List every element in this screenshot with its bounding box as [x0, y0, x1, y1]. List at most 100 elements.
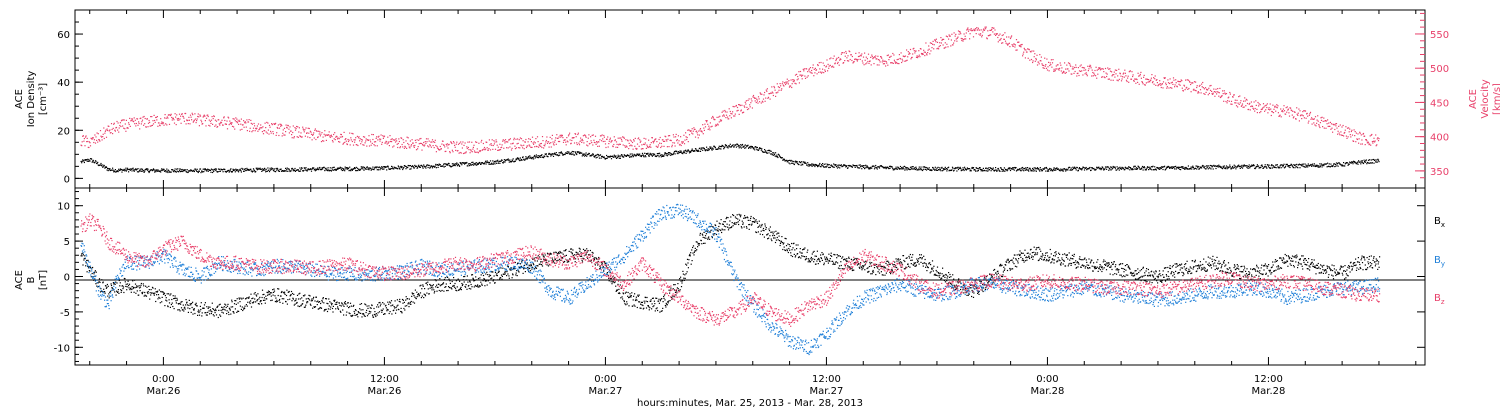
velocity-series-point: [975, 30, 976, 31]
velocity-series-point: [133, 121, 134, 122]
velocity-series-point: [659, 143, 660, 144]
velocity-series-point: [229, 121, 230, 122]
density-series-point: [155, 170, 156, 171]
density-series-point: [801, 161, 802, 162]
velocity-series-point: [1086, 74, 1087, 75]
velocity-series-point: [1023, 52, 1024, 53]
density-series-point: [1271, 164, 1272, 165]
velocity-series-point: [419, 138, 420, 139]
velocity-series-point: [1282, 110, 1283, 111]
density-series-point: [750, 148, 751, 149]
velocity-series-point: [800, 71, 801, 72]
density-series-point: [888, 168, 889, 169]
velocity-series-point: [809, 68, 810, 69]
density-series-point: [357, 170, 358, 171]
density-series-point: [822, 165, 823, 166]
density-series-point: [470, 163, 471, 164]
velocity-series-point: [134, 123, 135, 124]
velocity-series-point: [270, 131, 271, 132]
velocity-series-point: [715, 124, 716, 125]
velocity-series-point: [412, 139, 413, 140]
velocity-series-point: [1144, 75, 1145, 76]
velocity-series-point: [318, 131, 319, 132]
velocity-series-point: [775, 96, 776, 97]
velocity-series-point: [1055, 70, 1056, 71]
velocity-series-point: [1234, 94, 1235, 95]
velocity-series-point: [377, 145, 378, 146]
velocity-series-point: [1041, 57, 1042, 58]
velocity-series-point: [189, 123, 190, 124]
velocity-series-point: [568, 135, 569, 136]
velocity-series-point: [1371, 134, 1372, 135]
velocity-series-point: [813, 64, 814, 65]
velocity-series-point: [847, 55, 848, 56]
density-series-point: [606, 155, 607, 156]
velocity-series-point: [504, 142, 505, 143]
velocity-series-point: [1188, 88, 1189, 89]
velocity-series-point: [264, 130, 265, 131]
velocity-series-point: [261, 127, 262, 128]
density-tick-label: 20: [57, 126, 70, 137]
density-series-point: [1377, 162, 1378, 163]
density-series-point: [1119, 167, 1120, 168]
velocity-series-point: [1310, 112, 1311, 113]
velocity-series-point: [845, 51, 846, 52]
density-series-point: [108, 168, 109, 169]
velocity-series-point: [280, 126, 281, 127]
density-series-point: [104, 165, 105, 166]
velocity-series-point: [370, 141, 371, 142]
density-series-point: [648, 155, 649, 156]
velocity-series-point: [1117, 75, 1118, 76]
velocity-series-point: [373, 134, 374, 135]
velocity-series-point: [693, 131, 694, 132]
velocity-series-point: [310, 132, 311, 133]
velocity-series-point: [851, 60, 852, 61]
velocity-series-point: [281, 124, 282, 125]
density-series-point: [344, 170, 345, 171]
velocity-series-point: [668, 146, 669, 147]
velocity-series-point: [529, 146, 530, 147]
density-series-point: [698, 151, 699, 152]
density-series-point: [1248, 168, 1249, 169]
velocity-series-point: [1052, 62, 1053, 63]
velocity-series-point: [797, 76, 798, 77]
velocity-series-point: [488, 150, 489, 151]
density-series-point: [118, 171, 119, 172]
velocity-series-point: [1244, 97, 1245, 98]
velocity-series-point: [1259, 112, 1260, 113]
velocity-series-point: [115, 131, 116, 132]
velocity-series-point: [901, 52, 902, 53]
velocity-series-point: [509, 146, 510, 147]
density-series-point: [1056, 167, 1057, 168]
velocity-series-point: [1305, 110, 1306, 111]
density-series-point: [600, 154, 601, 155]
density-series-point: [792, 163, 793, 164]
velocity-series-point: [143, 125, 144, 126]
velocity-series-point: [421, 143, 422, 144]
density-series-point: [874, 168, 875, 169]
density-series-point: [877, 168, 878, 169]
density-series-point: [1081, 169, 1082, 170]
bx-series-point: [84, 255, 85, 256]
density-series-point: [392, 168, 393, 169]
velocity-series-point: [1218, 92, 1219, 93]
density-series-point: [1151, 166, 1152, 167]
density-series-point: [1108, 170, 1109, 171]
density-series-point: [863, 167, 864, 168]
density-series-point: [81, 161, 82, 162]
velocity-series-point: [551, 146, 552, 147]
velocity-series-point: [530, 147, 531, 148]
density-series-point: [1361, 160, 1362, 161]
density-series-point: [1180, 167, 1181, 168]
velocity-series-point: [1083, 67, 1084, 68]
velocity-series-point: [873, 57, 874, 58]
density-series-point: [425, 166, 426, 167]
density-tick-label: 40: [57, 78, 70, 89]
density-series-point: [524, 160, 525, 161]
density-series-point: [318, 169, 319, 170]
density-series-point: [386, 169, 387, 170]
bx-series-point: [81, 255, 82, 256]
velocity-series-point: [696, 131, 697, 132]
density-series-point: [782, 157, 783, 158]
velocity-series-point: [957, 38, 958, 39]
